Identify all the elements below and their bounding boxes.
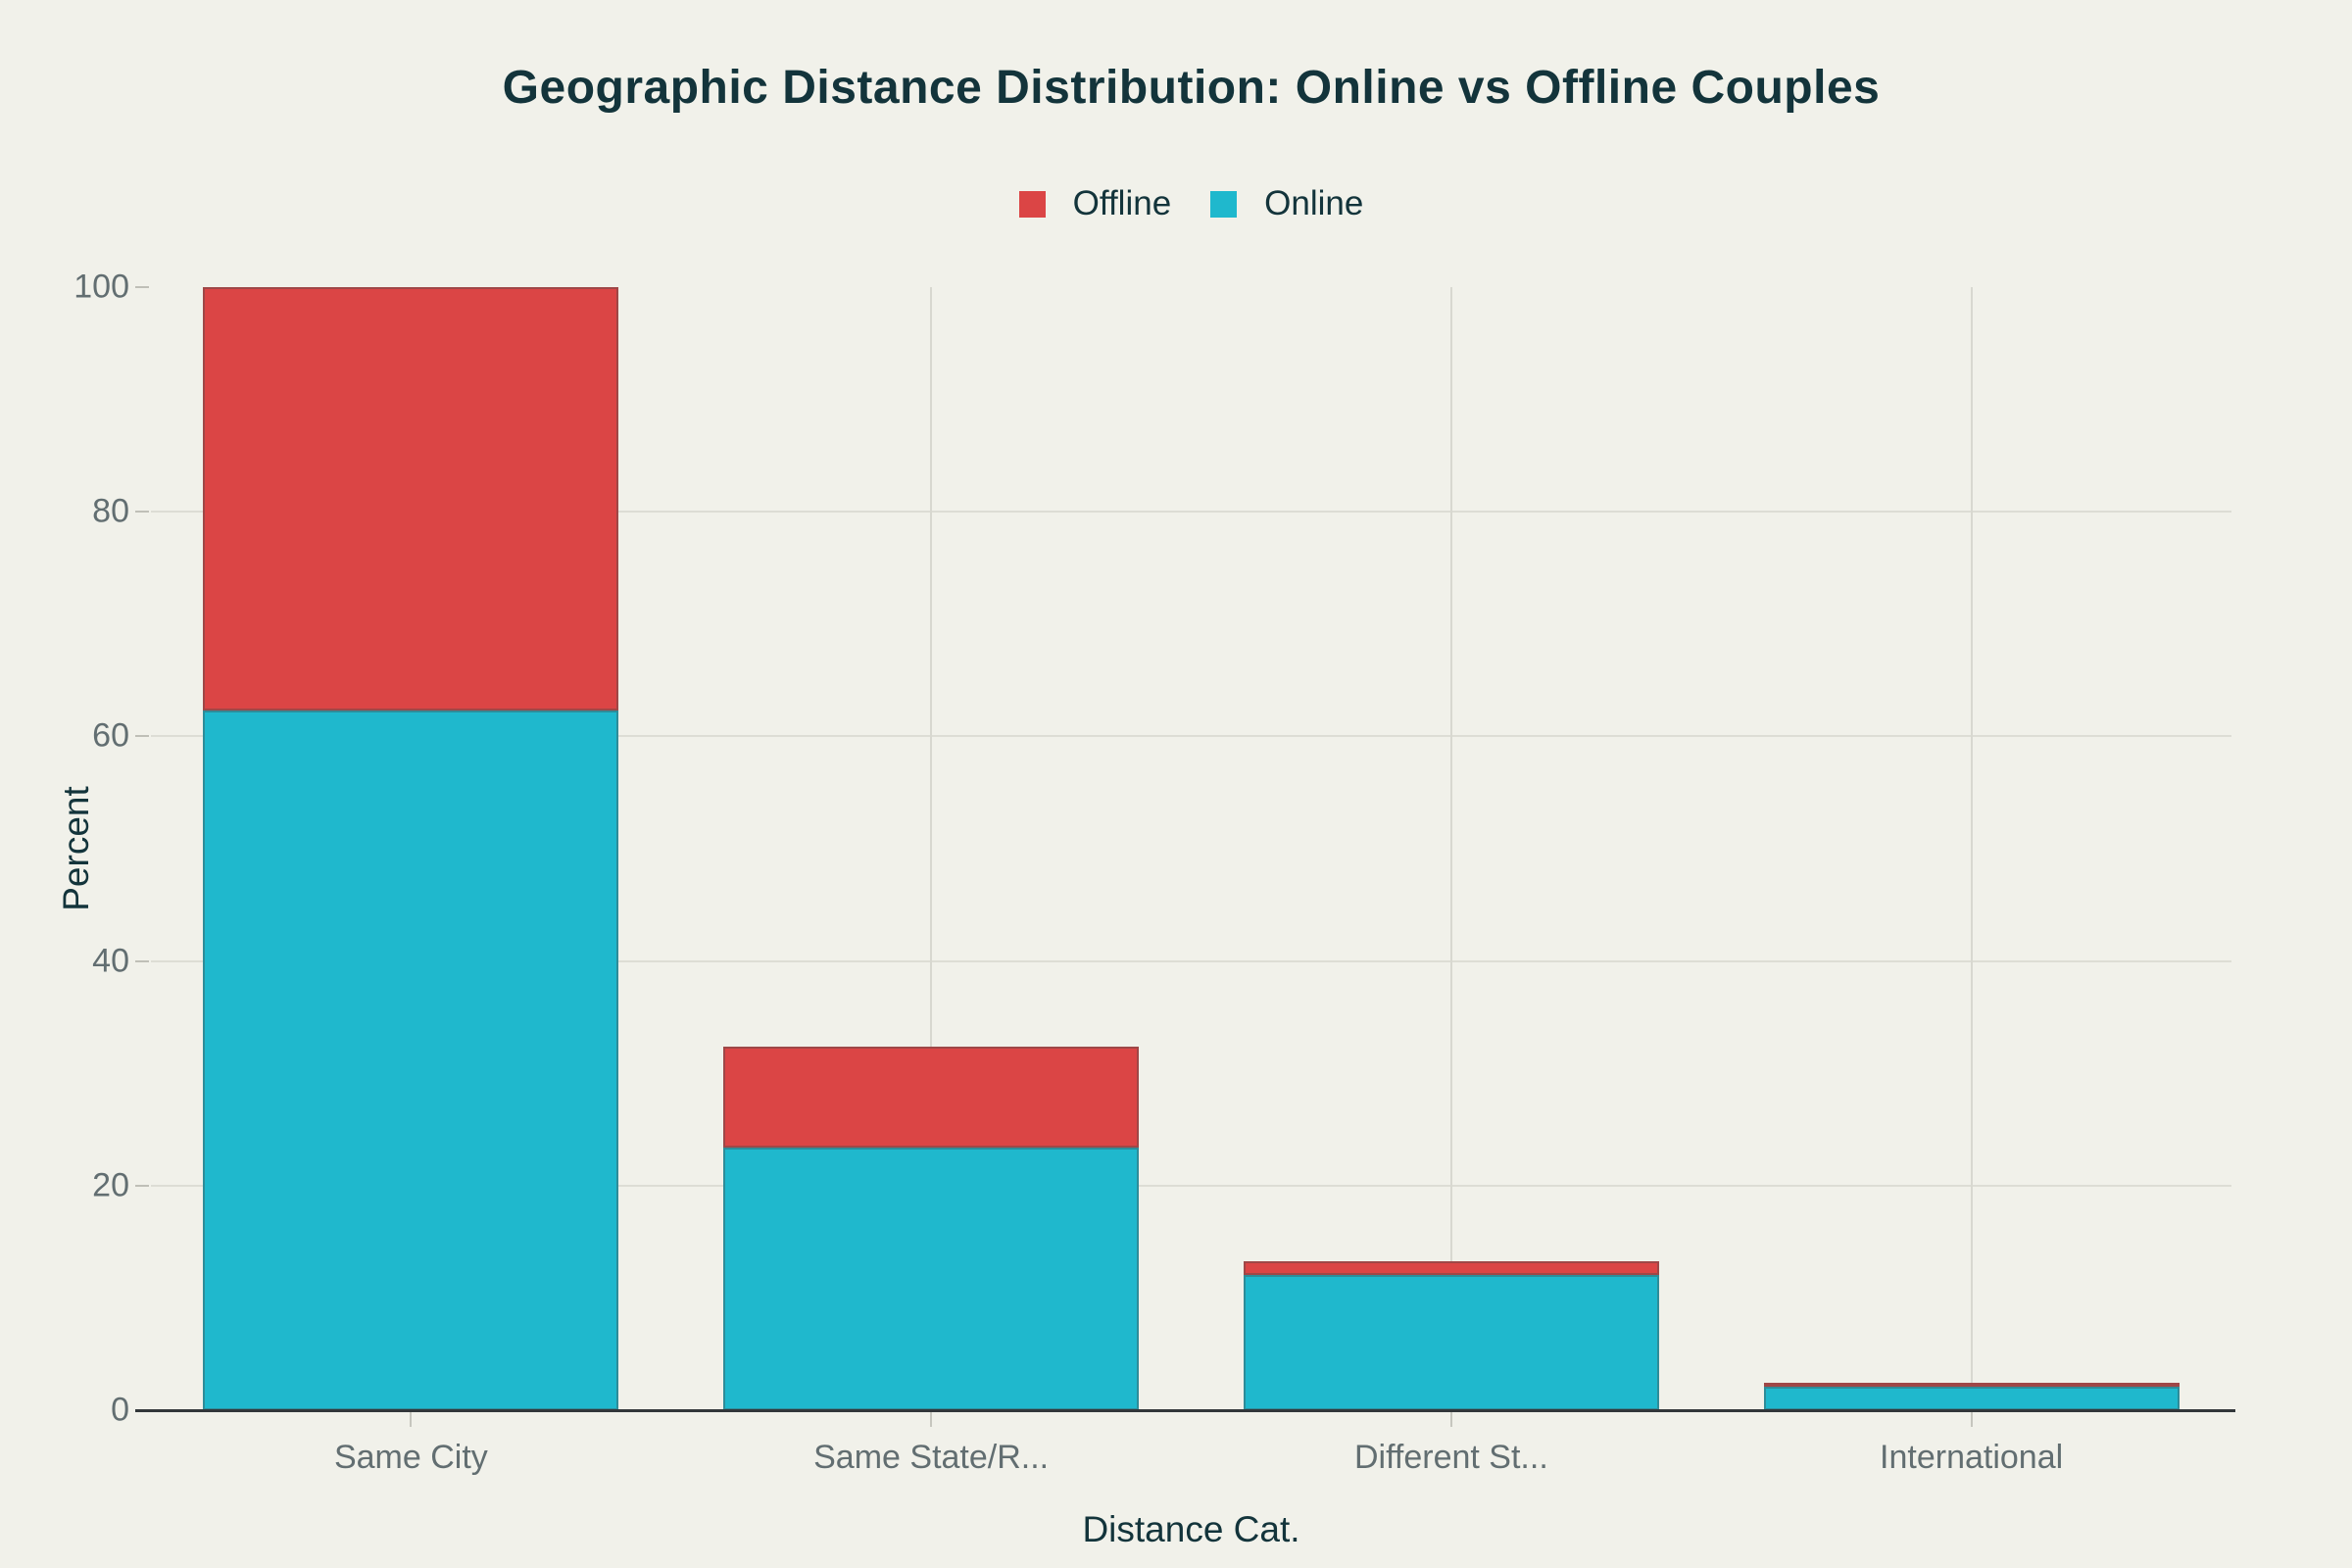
x-gridline-2 [1449,287,1452,1410]
y-tick-label-80: 80 [92,492,129,530]
bar-segment-offline-2[interactable] [1243,1260,1659,1276]
x-tick-mark-2 [1449,1412,1452,1427]
y-tick-label-100: 100 [74,268,129,306]
legend-item-offline[interactable]: Offline [1018,184,1172,223]
bar-segment-online-2[interactable] [1243,1275,1659,1410]
x-tick-mark-3 [1970,1412,1973,1427]
legend-label-offline: Offline [1072,184,1172,222]
x-tick-label-2: Different St... [1353,1439,1548,1476]
x-tick-mark-0 [410,1412,413,1427]
x-tick-mark-1 [930,1412,933,1427]
y-gridline-80 [151,511,2231,514]
y-axis-title: Percent [55,786,96,911]
y-tick-label-0: 0 [111,1391,129,1429]
x-axis-baseline [135,1409,2235,1412]
x-tick-label-0: Same City [333,1439,488,1476]
x-tick-label-3: International [1880,1439,2064,1476]
y-gridline-40 [151,959,2231,962]
x-gridline-3 [1970,287,1973,1410]
x-tick-label-1: Same State/R... [813,1439,1050,1476]
bar-segment-offline-0[interactable] [203,287,619,711]
y-gridline-60 [151,735,2231,738]
y-gridline-20 [151,1184,2231,1187]
bar-segment-offline-3[interactable] [1763,1382,2180,1387]
y-tick-mark-100 [135,286,149,288]
y-tick-label-20: 20 [92,1166,129,1204]
legend-label-online: Online [1264,184,1364,222]
plot-area [135,287,2235,1412]
y-tick-mark-40 [135,959,149,962]
y-tick-label-60: 60 [92,716,129,755]
y-tick-label-40: 40 [92,942,129,980]
y-tick-mark-60 [135,735,149,738]
legend-swatch-offline-icon [1018,190,1046,218]
bar-segment-online-1[interactable] [723,1147,1140,1410]
x-gridline-1 [930,287,933,1410]
bar-segment-offline-1[interactable] [723,1046,1140,1148]
y-tick-mark-80 [135,511,149,514]
y-tick-mark-20 [135,1184,149,1187]
bar-segment-online-3[interactable] [1763,1386,2180,1410]
bar-segment-online-0[interactable] [203,710,619,1410]
legend-swatch-online-icon [1210,190,1238,218]
chart-title: Geographic Distance Distribution: Online… [502,62,1881,114]
legend: Offline Online [151,184,2231,223]
legend-item-online[interactable]: Online [1210,184,1363,223]
x-axis-title: Distance Cat. [1082,1509,1300,1549]
